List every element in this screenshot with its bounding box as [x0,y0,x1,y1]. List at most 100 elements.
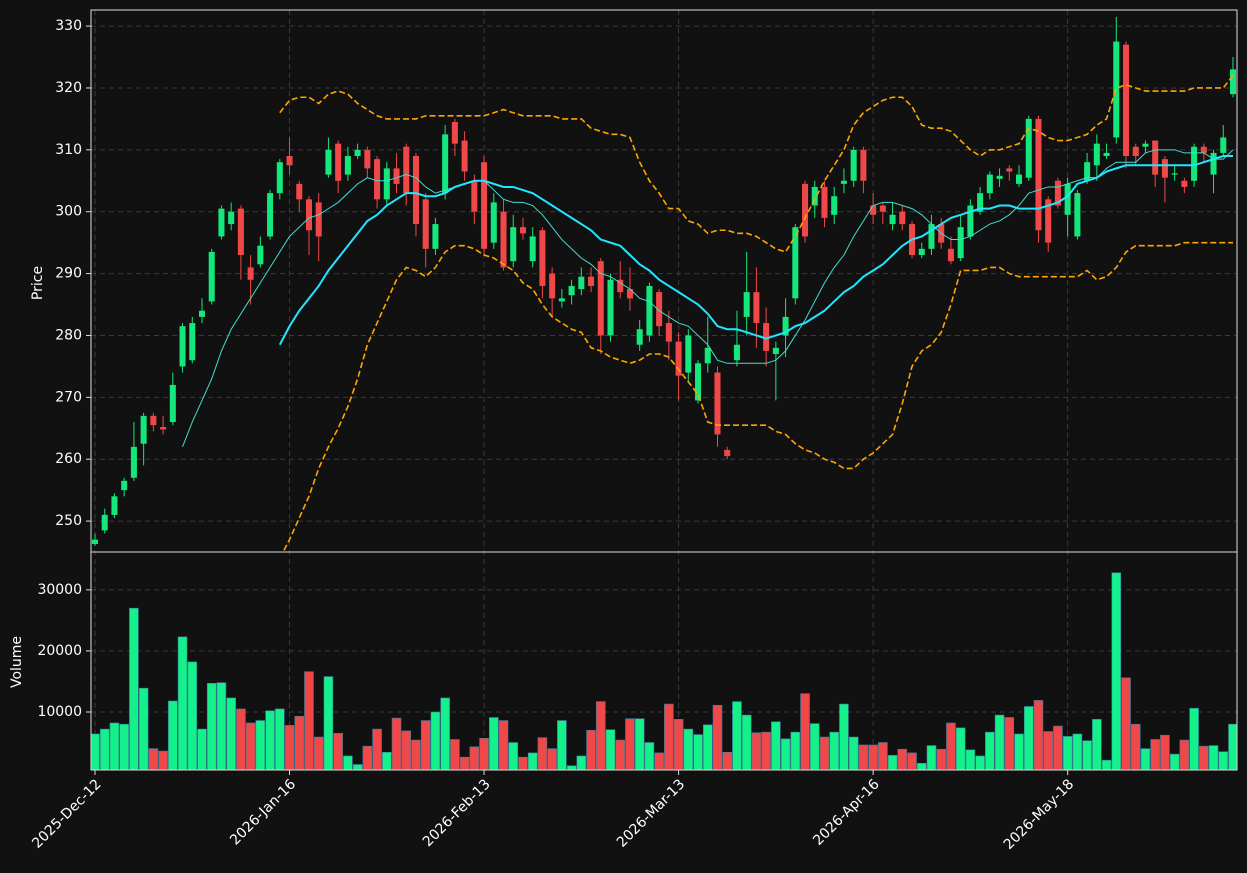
volume-bar [1150,739,1160,770]
volume-bar [479,737,489,770]
candle-body [510,227,517,262]
candle-body [646,285,653,336]
candle-body [1054,180,1061,206]
volume-bar [382,751,392,770]
candle-body [247,267,254,280]
volume-bar [722,751,732,770]
candle-body [91,539,99,544]
candle-body [811,186,818,206]
volume-bar [148,748,159,770]
volume-bar [294,715,305,770]
x-tick-label: 2026-Feb-13 [420,776,494,850]
candle-body [879,205,886,212]
volume-bar [323,676,334,770]
volume-bar [265,710,275,770]
candle-body [1084,162,1091,181]
candle-body [344,156,351,175]
volume-bar [693,734,703,770]
volume-bar [868,744,878,770]
volume-bar [206,682,217,770]
volume-bar [489,717,499,770]
volume-bar [566,765,577,770]
candle-body [617,279,624,293]
candle-body [461,140,468,172]
candle-body [179,326,186,367]
volume-bar [1072,733,1083,770]
volume-bar [809,723,820,770]
volume-bar [255,720,266,770]
volume-bar [994,714,1005,770]
volume-bar [1121,677,1131,770]
volume-bar [683,728,694,770]
candle-body [471,180,478,212]
candle-body [1200,146,1207,153]
candle-body [860,149,867,181]
volume-bar [557,720,567,770]
volume-bar [1169,753,1180,770]
volume-bar [702,724,713,770]
x-tick-label: 2026-May-18 [1001,776,1078,853]
candle-body [189,323,196,361]
volume-bar [1062,736,1073,770]
volume-bar [741,714,752,770]
candle-body [481,162,488,249]
x-tick-label: 2026-Apr-16 [810,776,883,849]
candle-body [636,329,643,345]
volume-bar [352,764,363,770]
candle-body [257,245,264,265]
candle-body [432,224,439,249]
candle-body [743,292,750,317]
candle-body [568,285,575,296]
volume-bar [625,718,635,770]
volume-bar [362,745,373,770]
volume-bar [226,697,236,770]
candle-body [802,183,809,237]
candle-body [714,372,721,435]
candle-body [665,323,672,342]
volume-bar [177,636,188,770]
x-tick-label: 2026-Mar-13 [614,776,688,850]
volume-bar [391,717,402,770]
candle-body [383,168,390,200]
candle-body [947,248,954,262]
candle-body [870,205,877,215]
volume-bar [197,728,207,770]
volume-axis-label: Volume [9,636,25,688]
volume-bar [936,748,946,770]
candle-body [1103,152,1110,157]
candle-body [1035,118,1042,231]
volume-bar [858,744,869,770]
volume-bar [469,746,480,770]
candle-body [578,276,585,290]
volume-bar [304,671,314,770]
volume-bar [187,661,198,770]
candle-body [1122,44,1130,157]
volume-bar [732,701,742,770]
volume-bar [664,703,674,770]
volume-bar [372,728,382,770]
candle-body [111,496,118,515]
volume-bar [459,756,470,770]
candle-body [539,230,546,286]
candle-body [208,251,215,302]
candle-body [850,149,857,181]
y-tick-label: 320 [55,80,82,96]
volume-bar [440,697,450,770]
volume-bar [245,722,256,770]
candle-body [928,224,935,249]
candle-body [753,292,760,324]
overlay-line [182,149,1234,448]
volume-bar [1053,725,1063,770]
volume-bar [605,729,616,770]
volume-bar [1092,719,1102,770]
volume-bar [1189,708,1199,770]
volume-bar [333,733,343,770]
candle-body [831,196,838,215]
candle-body [354,149,361,157]
candle-body [121,480,128,491]
volume-bar [615,739,626,770]
volume-bar [712,704,723,770]
y-tick-label: 20000 [37,643,82,659]
candle-body [1064,183,1071,215]
